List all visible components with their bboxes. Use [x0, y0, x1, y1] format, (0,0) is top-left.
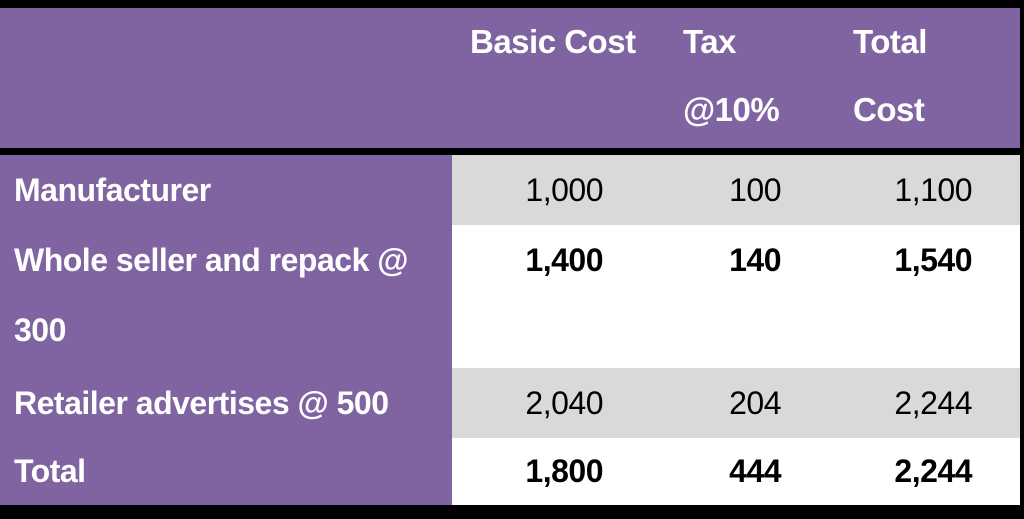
row-label: Manufacturer	[14, 172, 211, 208]
row-label: Total	[14, 453, 86, 489]
value-cell: 1,100	[894, 172, 972, 208]
header-cell: Cost	[853, 91, 925, 128]
label-column	[0, 155, 452, 505]
header-cell: Tax	[683, 23, 736, 60]
value-cell: 204	[729, 385, 781, 421]
row-bg	[452, 438, 1020, 505]
value-cell: 2,040	[525, 385, 603, 421]
row-label: Whole seller and repack @ 300	[14, 242, 408, 348]
row-label: Retailer advertises @ 500	[14, 385, 389, 421]
value-cell: 2,244	[894, 453, 972, 489]
value-cell: 1,400	[525, 242, 603, 278]
value-cell: 2,244	[894, 385, 972, 421]
header-row	[0, 8, 1020, 148]
row-bg	[452, 225, 1020, 368]
value-cell: 1,800	[525, 453, 603, 489]
row-bg	[452, 155, 1020, 225]
header-cell: Basic Cost	[470, 23, 636, 60]
value-cell: 140	[729, 242, 781, 278]
value-cell: 444	[729, 453, 781, 489]
header-cell: @10%	[683, 91, 780, 128]
value-cell: 1,540	[894, 242, 972, 278]
value-cell: 100	[729, 172, 781, 208]
value-cell: 1,000	[525, 172, 603, 208]
header-cell: Total	[853, 23, 927, 60]
row-bg	[452, 368, 1020, 438]
